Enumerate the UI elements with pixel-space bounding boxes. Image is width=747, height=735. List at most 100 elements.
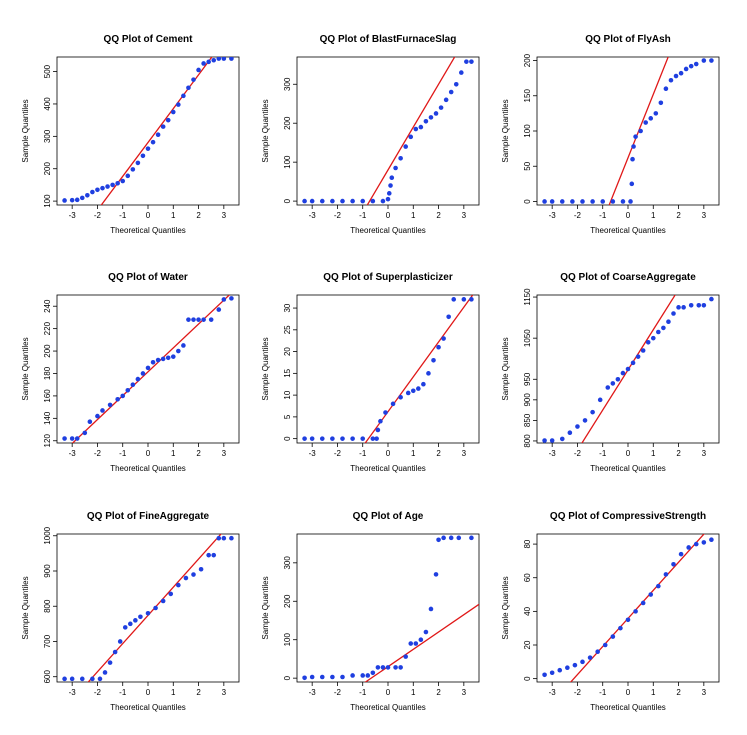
x-tick-label: -1 [119, 211, 127, 220]
x-tick-label: 2 [676, 449, 681, 458]
data-point [378, 418, 383, 424]
reference-line [366, 57, 456, 205]
data-point [413, 641, 419, 646]
x-tick-label: 2 [676, 211, 681, 220]
x-tick-label: -1 [359, 211, 367, 220]
data-point [135, 376, 141, 382]
data-point [360, 673, 366, 678]
x-tick-label: 2 [436, 449, 441, 458]
data-point [153, 605, 158, 611]
data-point [302, 198, 307, 204]
data-point [216, 57, 222, 61]
data-point [459, 70, 464, 75]
y-tick-label: 900 [43, 564, 52, 578]
x-tick-label: -2 [574, 211, 582, 220]
x-axis-label: Theoretical Quantiles [350, 703, 426, 712]
y-tick-label: 240 [43, 299, 52, 313]
data-point [688, 63, 694, 69]
data-point [128, 621, 133, 627]
data-point [398, 394, 403, 400]
x-axis-label: Theoretical Quantiles [350, 464, 426, 473]
data-point [107, 660, 113, 665]
data-point [448, 89, 454, 95]
data-point [221, 57, 227, 61]
data-point [590, 199, 595, 204]
data-point [229, 296, 234, 301]
data-point [631, 144, 636, 149]
x-tick-label: 1 [651, 449, 656, 458]
data-point [135, 160, 141, 166]
plot-title: QQ Plot of BlastFurnaceSlag [320, 34, 457, 45]
x-tick-label: -2 [94, 211, 102, 220]
data-point [610, 381, 616, 386]
data-point [438, 105, 444, 110]
x-tick-label: 0 [386, 449, 391, 458]
x-tick-label: 1 [411, 449, 416, 458]
data-point [196, 67, 201, 73]
x-tick-label: -2 [334, 211, 342, 220]
y-tick-label: 40 [523, 606, 532, 615]
data-point [117, 639, 123, 644]
data-point [410, 388, 416, 394]
data-point [403, 144, 408, 149]
data-point [145, 146, 151, 151]
x-tick-label: -3 [309, 211, 317, 220]
data-point [69, 436, 75, 441]
data-point [216, 307, 222, 312]
y-tick-label: 180 [43, 366, 52, 380]
data-point [625, 366, 631, 372]
data-point [160, 356, 166, 362]
data-point [90, 189, 95, 195]
data-point [181, 93, 186, 99]
data-point [542, 672, 547, 678]
data-point [74, 436, 80, 441]
data-point [208, 317, 214, 322]
y-tick-label: 1050 [523, 329, 532, 347]
sample-points [542, 58, 714, 204]
y-tick-label: 600 [43, 669, 52, 683]
data-point [582, 418, 588, 423]
plot-title: QQ Plot of CoarseAggregate [560, 272, 696, 283]
x-tick-label: 0 [386, 688, 391, 697]
data-point [176, 582, 181, 588]
sample-points [542, 296, 714, 443]
y-tick-label: 0 [283, 675, 292, 680]
qq-panel: QQ Plot of Water -3 -2 -1 0 1 2 3 120 140 160 180 20… [21, 272, 240, 473]
x-tick-label: 1 [651, 211, 656, 220]
data-point [668, 77, 674, 83]
data-point [688, 302, 694, 308]
data-point [100, 408, 105, 413]
data-point [140, 371, 146, 376]
data-point [567, 430, 573, 436]
reference-line [364, 295, 474, 443]
data-point [656, 329, 661, 335]
data-point [145, 610, 151, 616]
data-point [386, 191, 392, 196]
x-tick-label: 3 [702, 688, 707, 697]
data-point [309, 674, 315, 680]
data-point [69, 197, 75, 203]
y-tick-label: 100 [283, 632, 292, 646]
y-tick-label: 15 [283, 368, 292, 377]
data-point [549, 670, 555, 676]
data-point [370, 436, 376, 441]
data-point [62, 198, 67, 203]
x-tick-label: -3 [549, 211, 557, 220]
data-point [693, 61, 699, 67]
data-point [85, 192, 90, 198]
x-tick-label: -3 [309, 449, 317, 458]
data-point [469, 535, 474, 541]
data-point [542, 438, 547, 443]
data-point [469, 297, 474, 302]
data-point [115, 181, 120, 186]
x-tick-label: 0 [626, 211, 631, 220]
plot-frame [296, 294, 480, 444]
y-axis-label: Sample Quantiles [261, 576, 270, 639]
y-tick-label: 50 [523, 161, 532, 170]
data-point [160, 598, 166, 604]
data-point [610, 199, 616, 204]
data-point [319, 674, 325, 680]
data-point [360, 436, 366, 441]
data-point [625, 617, 631, 623]
data-point [360, 198, 366, 204]
